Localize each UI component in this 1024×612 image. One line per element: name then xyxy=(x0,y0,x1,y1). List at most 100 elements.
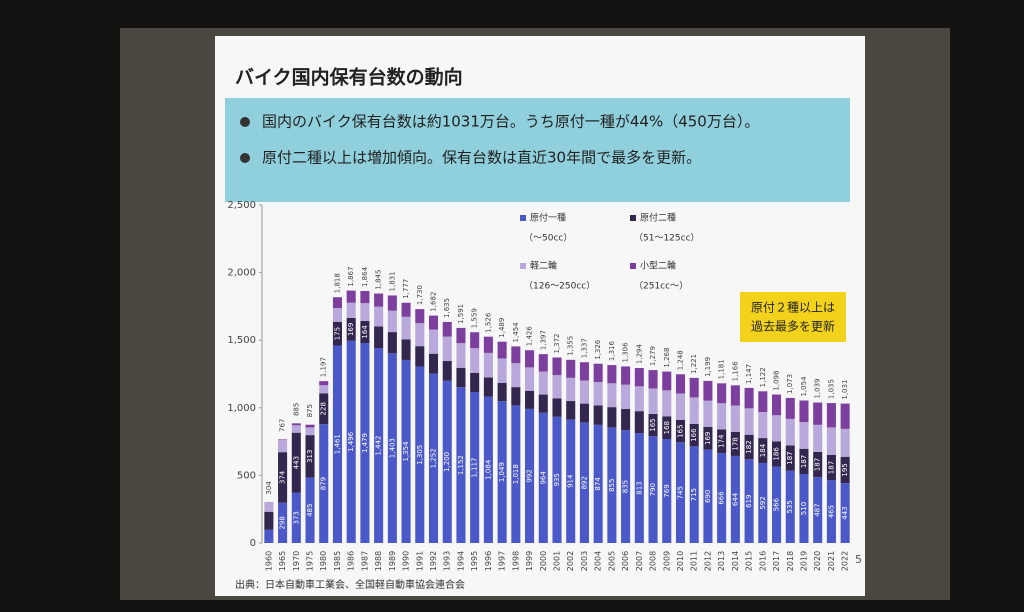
x-tick-label: 1960 xyxy=(264,551,273,571)
bar-segment xyxy=(497,358,507,383)
value-label: 485 xyxy=(306,504,314,517)
total-label: 1,316 xyxy=(608,341,616,362)
bar-segment xyxy=(772,466,782,543)
value-label: 879 xyxy=(320,477,328,490)
value-label: 1,442 xyxy=(375,435,383,455)
value-label: 1,049 xyxy=(498,462,506,482)
bar-segment xyxy=(319,381,329,386)
bar-segment xyxy=(264,529,274,543)
value-label: 169 xyxy=(347,323,355,336)
bar-segment xyxy=(730,431,740,456)
total-label: 1,777 xyxy=(402,279,410,299)
value-label: 935 xyxy=(553,473,561,486)
bar-segment xyxy=(497,401,507,543)
x-tick-label: 1996 xyxy=(484,551,493,571)
bar-segment xyxy=(415,323,425,347)
bar-segment xyxy=(758,462,768,543)
value-label: 166 xyxy=(690,428,698,442)
bar-segment xyxy=(278,452,288,503)
value-label: 510 xyxy=(800,502,808,515)
bar-segment xyxy=(428,373,439,543)
x-tick-label: 1995 xyxy=(470,551,479,571)
bar-segment xyxy=(689,423,699,447)
bar-segment xyxy=(360,303,370,321)
bar-segment xyxy=(785,470,795,543)
value-label: 373 xyxy=(292,511,300,524)
y-tick-label: 0 xyxy=(250,538,256,549)
bar-segment xyxy=(593,363,603,382)
bar-segment xyxy=(483,396,493,543)
total-label: 1,122 xyxy=(759,367,767,387)
x-tick-label: 2000 xyxy=(539,551,548,571)
bar-segment xyxy=(579,422,589,543)
bar-segment xyxy=(497,382,507,402)
y-tick-label: 2,500 xyxy=(227,200,256,211)
legend-note: （251cc～） xyxy=(634,281,688,292)
total-label: 1,279 xyxy=(649,346,657,366)
bar-segment xyxy=(689,397,699,424)
value-label: 187 xyxy=(786,451,794,464)
bar-segment xyxy=(387,295,397,311)
bar-segment xyxy=(552,416,562,543)
bar-segment xyxy=(593,424,603,543)
bar-segment xyxy=(566,377,576,402)
value-label: 1,305 xyxy=(416,445,424,465)
x-tick-label: 1988 xyxy=(374,551,383,571)
total-label: 304 xyxy=(265,481,273,495)
bar-segment xyxy=(511,405,521,543)
value-label: 1,354 xyxy=(402,441,410,462)
bar-segment xyxy=(689,377,699,398)
bullet-dot xyxy=(240,117,250,127)
value-label: 874 xyxy=(594,477,602,491)
slide-title: バイク国内保有台数の動向 xyxy=(235,66,463,89)
bar-segment xyxy=(305,435,315,478)
bar-segment xyxy=(621,366,631,385)
legend-swatch xyxy=(520,215,526,221)
bar-segment xyxy=(442,336,452,362)
value-label: 1,496 xyxy=(347,431,355,452)
bar-segment xyxy=(840,483,850,543)
value-label: 666 xyxy=(718,491,726,505)
x-tick-label: 2014 xyxy=(731,551,740,571)
legend-swatch xyxy=(520,263,526,269)
bar-segment xyxy=(374,348,384,543)
value-label: 535 xyxy=(786,500,794,513)
x-tick-label: 2012 xyxy=(703,551,712,571)
bar-segment xyxy=(511,346,521,364)
bar-segment xyxy=(579,403,589,423)
value-label: 1,200 xyxy=(443,452,451,472)
total-label: 875 xyxy=(306,404,314,417)
total-label: 767 xyxy=(279,419,287,432)
x-tick-label: 1994 xyxy=(456,551,465,571)
bar-segment xyxy=(785,418,795,446)
bar-segment xyxy=(428,329,439,354)
bar-segment xyxy=(264,501,274,512)
total-label: 1,166 xyxy=(731,361,739,382)
value-label: 182 xyxy=(745,440,753,453)
value-label: 1,084 xyxy=(484,459,492,480)
y-tick-label: 1,000 xyxy=(227,403,256,414)
bar-segment xyxy=(511,363,521,388)
x-tick-label: 1989 xyxy=(388,551,397,571)
value-label: 1,479 xyxy=(361,433,369,453)
value-label: 992 xyxy=(526,469,534,482)
y-tick-label: 2,000 xyxy=(227,268,256,279)
bar-segment xyxy=(442,321,452,337)
x-tick-label: 1970 xyxy=(292,551,301,571)
x-tick-label: 1980 xyxy=(319,551,328,571)
bar-segment xyxy=(840,428,850,457)
bar-segment xyxy=(332,321,342,346)
bar-segment xyxy=(346,340,356,543)
bar-segment xyxy=(744,459,754,543)
bar-segment xyxy=(415,346,425,367)
bar-segment xyxy=(442,380,452,543)
value-label: 1,117 xyxy=(471,457,479,477)
total-label: 1,454 xyxy=(512,322,520,343)
bar-segment xyxy=(552,398,562,417)
total-label: 1,199 xyxy=(704,357,712,377)
value-label: 184 xyxy=(759,443,767,457)
x-tick-label: 1992 xyxy=(429,551,438,571)
bar-segment xyxy=(785,445,795,471)
value-label: 169 xyxy=(704,432,712,445)
bar-segment xyxy=(401,359,411,543)
